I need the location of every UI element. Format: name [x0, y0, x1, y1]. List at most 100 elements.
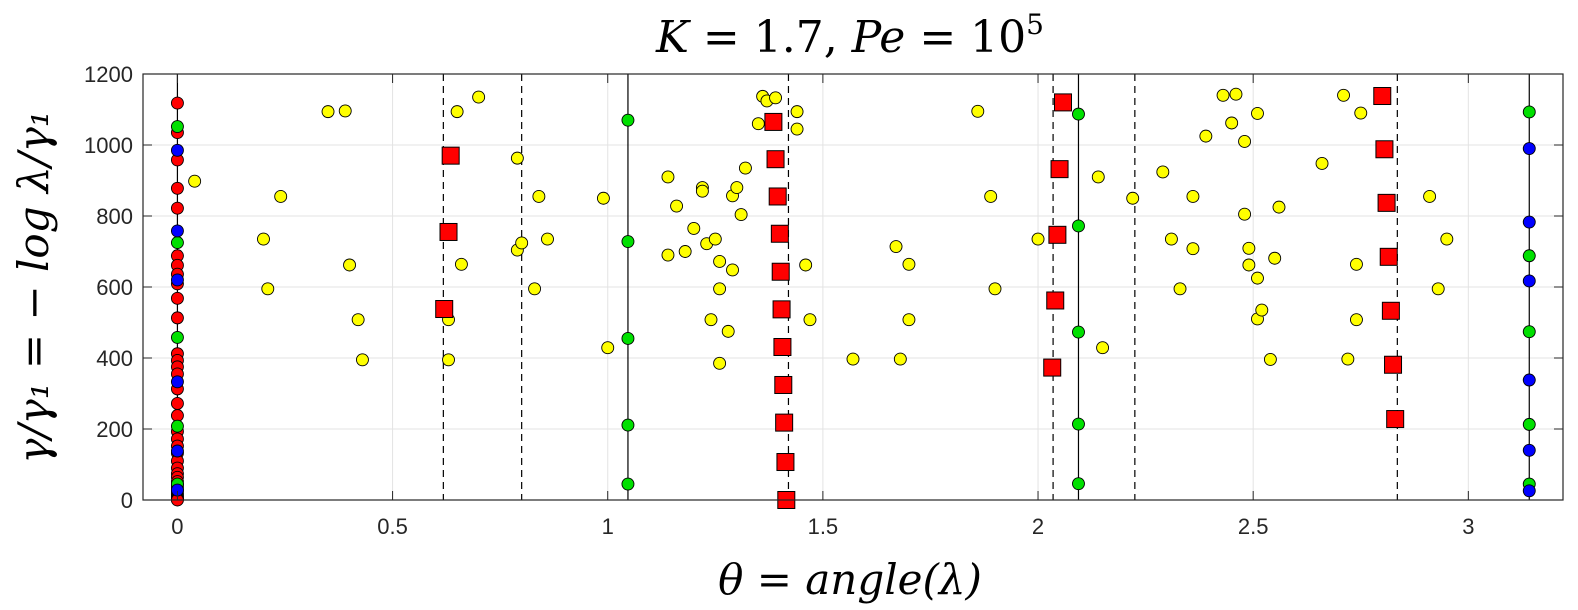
yellow-circles-point [1126, 191, 1140, 205]
green-circles-point [1072, 417, 1085, 431]
green-circles-point [621, 418, 635, 432]
x-tick-label: 1 [602, 514, 614, 539]
yellow-circles-point [1272, 200, 1286, 214]
yellow-circles-point [257, 232, 270, 246]
yellow-circles-point [1199, 129, 1213, 143]
yellow-circles-point [1031, 232, 1045, 246]
green-circles-point [1522, 417, 1536, 431]
green-circles-point [1522, 249, 1536, 263]
yellow-circles-point [846, 352, 860, 366]
red-squares-point [1386, 410, 1405, 429]
yellow-circles-point [678, 245, 692, 258]
yellow-circles-point [726, 263, 739, 277]
green-circles-point [170, 419, 184, 433]
y-tick-label: 1200 [84, 62, 133, 87]
yellow-circles-point [1238, 207, 1252, 221]
yellow-circles-point [1268, 251, 1282, 265]
yellow-circles-point [1354, 106, 1368, 120]
yellow-circles-point [1337, 88, 1350, 102]
yellow-circles-point [713, 254, 727, 268]
red-squares-point [1050, 160, 1069, 179]
yellow-circles-point [799, 258, 813, 272]
red-squares-point [1373, 87, 1392, 106]
red-circles-point [170, 396, 184, 410]
blue-circles-point [1522, 443, 1536, 457]
yellow-circles-point [721, 324, 735, 338]
y-tick-label: 400 [96, 346, 133, 371]
red-circles-point [170, 291, 184, 305]
blue-circles-point [1522, 142, 1536, 156]
yellow-circles-point [1440, 232, 1454, 246]
blue-circles-point [170, 273, 184, 287]
red-circles-point [170, 181, 184, 195]
yellow-circles-point [730, 181, 744, 195]
yellow-circles-point [769, 91, 782, 105]
yellow-circles-point [790, 122, 804, 136]
yellow-circles-point [889, 240, 903, 253]
yellow-circles-point [670, 199, 684, 213]
yellow-circles-point [971, 104, 985, 118]
yellow-circles-point [1238, 134, 1252, 148]
yellow-circles-point [532, 190, 546, 203]
green-circles-point [621, 113, 635, 127]
green-circles-point [621, 235, 635, 249]
yellow-circles-point [687, 221, 701, 235]
data-markers [170, 87, 1536, 509]
x-tick-label: 2.5 [1238, 514, 1269, 539]
blue-circles-point [170, 143, 184, 157]
yellow-circles-point [1229, 87, 1243, 101]
yellow-circles-point [695, 184, 709, 198]
yellow-circles-point [1225, 116, 1239, 130]
y-tick-label: 600 [96, 275, 133, 300]
green-circles-point [170, 330, 184, 344]
yellow-circles-point [661, 170, 675, 184]
yellow-circles-point [321, 105, 335, 119]
yellow-circles-point [713, 356, 727, 370]
red-squares-point [774, 375, 793, 394]
green-circles-point [621, 332, 635, 345]
blue-circles-point [1522, 274, 1536, 288]
yellow-circles-point [515, 236, 529, 250]
red-squares-point [768, 187, 787, 206]
ticks: 0 0.5 1 1.5 2 2.5 3 0 200 400 600 800 1000 1200 [84, 62, 1563, 539]
blue-circles-point [170, 224, 184, 238]
yellow-circles-point [261, 282, 275, 296]
yellow-circles-point [1423, 190, 1437, 203]
yellow-circles-point [984, 190, 998, 203]
yellow-circles-point [1186, 242, 1200, 256]
red-circles-point [170, 311, 184, 325]
green-circles-point [170, 120, 184, 133]
red-squares-point [439, 222, 458, 241]
green-circles-point [1522, 105, 1536, 119]
red-squares-point [772, 300, 791, 319]
yellow-circles-point [351, 313, 365, 327]
yellow-circles-point [510, 151, 524, 165]
green-circles-point [1072, 107, 1085, 121]
red-squares-point [1379, 247, 1398, 266]
yellow-circles-point [1255, 303, 1269, 317]
yellow-circles-point [734, 208, 748, 222]
yellow-circles-point [338, 104, 352, 118]
yellow-circles-point [1350, 313, 1363, 327]
red-squares-point [1053, 93, 1072, 112]
yellow-circles-point [450, 105, 464, 119]
green-circles-point [1522, 325, 1536, 339]
yellow-circles-point [343, 258, 356, 272]
yellow-circles-point [1431, 282, 1445, 296]
yellow-circles-point [1315, 157, 1329, 170]
red-squares-point [1046, 291, 1065, 310]
yellow-circles-point [1164, 232, 1178, 246]
yellow-circles-point [1156, 165, 1170, 179]
red-circles-point [170, 201, 184, 215]
red-squares-point [775, 413, 794, 432]
red-squares-point [771, 262, 790, 281]
red-squares-point [435, 300, 454, 319]
red-squares-point [766, 150, 785, 169]
yellow-circles-point [1251, 106, 1264, 120]
yellow-circles-point [1173, 282, 1187, 296]
red-squares-point [1377, 193, 1396, 212]
yellow-circles-point [528, 282, 542, 296]
yellow-circles-point [454, 257, 468, 271]
yellow-circles-point [274, 190, 288, 203]
red-squares-point [770, 224, 789, 243]
